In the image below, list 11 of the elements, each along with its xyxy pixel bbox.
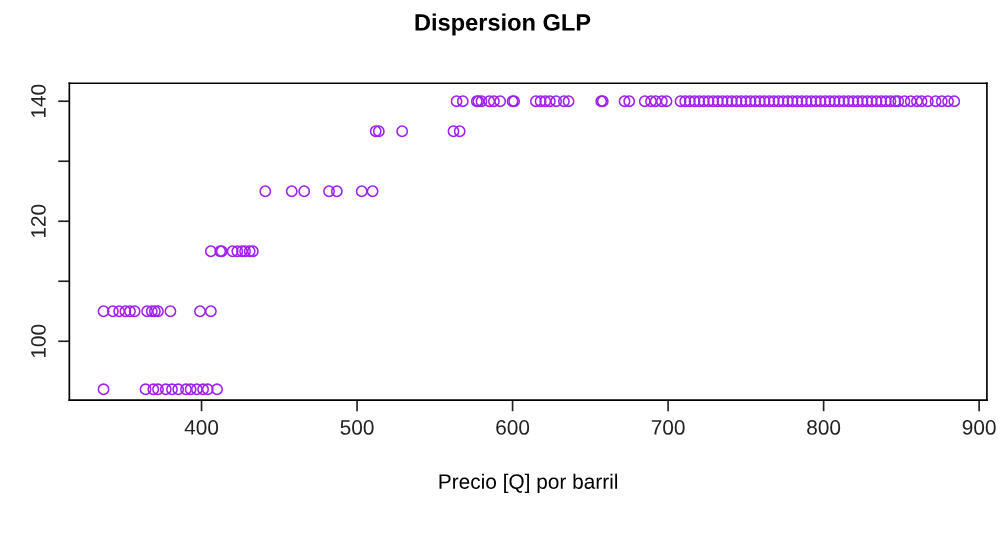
y-tick-label: 140 (31, 84, 46, 118)
x-tick-label: 600 (496, 420, 530, 435)
y-tick-label: 120 (31, 204, 46, 238)
y-tick-label: 100 (31, 324, 46, 358)
x-axis-title: Precio [Q] por barril (439, 473, 618, 494)
chart-title: Dispersion GLP (415, 13, 591, 36)
x-tick-label: 700 (651, 420, 685, 435)
x-tick-label: 800 (807, 420, 841, 435)
x-tick-label: 400 (184, 420, 219, 435)
x-tick-label: 900 (962, 420, 996, 435)
x-tick-label: 500 (340, 420, 374, 435)
